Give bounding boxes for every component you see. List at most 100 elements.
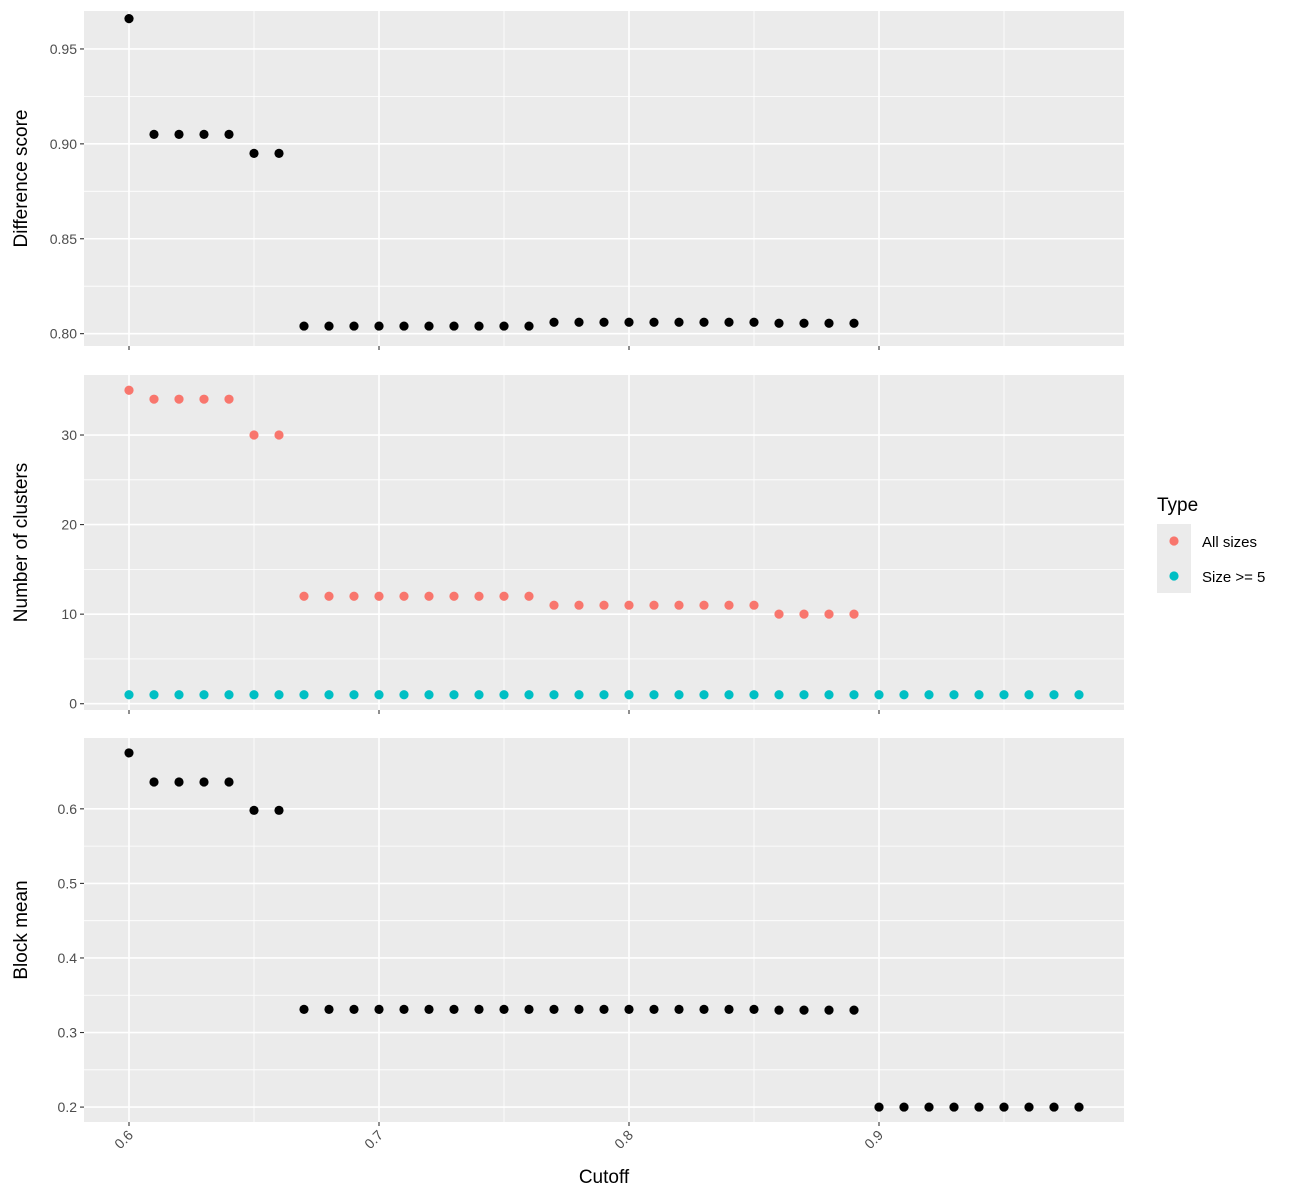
data-point — [1074, 1102, 1084, 1112]
data-point — [599, 690, 609, 700]
data-point — [849, 318, 859, 328]
data-point — [199, 129, 209, 139]
data-point — [324, 321, 334, 331]
data-point — [949, 690, 959, 700]
data-point — [424, 1004, 434, 1015]
data-point — [749, 317, 759, 327]
legend-label: All sizes — [1202, 534, 1257, 551]
data-point — [624, 1004, 634, 1015]
data-point — [599, 600, 609, 610]
data-point — [799, 318, 809, 328]
data-point — [474, 1004, 484, 1015]
data-point — [774, 609, 784, 619]
data-point — [499, 1004, 509, 1015]
data-point — [524, 690, 534, 700]
data-point — [274, 805, 284, 815]
y-tick-label: 0.6 — [58, 801, 78, 817]
chart-panels: 0.80 0.85 0.90 0.95 Difference score 0 10 20 30 N… — [11, 11, 1124, 1126]
data-point — [624, 317, 634, 327]
data-point — [824, 318, 834, 328]
panel-1: 0.80 0.85 0.90 0.95 Difference score — [11, 11, 1124, 350]
data-point — [349, 321, 359, 331]
data-point — [124, 748, 134, 758]
data-point — [1024, 690, 1034, 700]
data-point — [124, 385, 134, 395]
series-2-1 — [124, 385, 859, 619]
y-tick-label: 0.85 — [50, 231, 77, 247]
y-axis-title: Block mean — [11, 880, 32, 979]
data-point — [549, 317, 559, 327]
data-point — [299, 321, 309, 331]
data-point — [324, 690, 334, 700]
data-point — [374, 321, 384, 331]
data-point — [699, 317, 709, 327]
data-point — [274, 430, 284, 440]
data-point — [824, 1005, 834, 1015]
data-point — [1074, 690, 1084, 700]
data-point — [649, 690, 659, 700]
data-point — [1049, 1102, 1059, 1112]
data-point — [374, 591, 384, 601]
data-point — [224, 394, 234, 404]
data-point — [424, 591, 434, 601]
data-point — [624, 690, 634, 700]
data-point — [399, 690, 409, 700]
data-point — [374, 690, 384, 700]
data-point — [724, 600, 734, 610]
data-point — [174, 394, 184, 404]
data-point — [674, 1004, 684, 1015]
legend-title: Type — [1157, 495, 1198, 516]
data-point — [349, 1004, 359, 1015]
data-point — [974, 690, 984, 700]
x-tick-labels: 0.6 0.7 0.8 0.9 — [111, 1127, 886, 1152]
data-point — [249, 430, 259, 440]
data-point — [399, 321, 409, 331]
data-point — [274, 148, 284, 158]
panel-background — [84, 738, 1124, 1122]
data-point — [724, 690, 734, 700]
panel-background — [84, 11, 1124, 346]
y-tick-label: 0.95 — [50, 41, 77, 57]
y-tick-label: 0.4 — [58, 950, 78, 966]
y-tick-label: 10 — [61, 606, 77, 622]
series-2-2 — [124, 690, 1084, 700]
data-point — [799, 690, 809, 700]
data-point — [224, 129, 234, 139]
data-point — [349, 690, 359, 700]
data-point — [299, 591, 309, 601]
data-point — [849, 1005, 859, 1015]
series-3-1 — [124, 748, 1084, 1112]
y-axis-title: Difference score — [11, 110, 32, 248]
data-point — [499, 591, 509, 601]
data-point — [699, 1004, 709, 1015]
panel-3: 0.2 0.3 0.4 0.5 0.6 Block mean — [11, 738, 1124, 1126]
data-point — [574, 317, 584, 327]
data-point — [424, 321, 434, 331]
data-point — [849, 609, 859, 619]
data-point — [899, 690, 909, 700]
data-point — [199, 777, 209, 787]
x-tick-label: 0.9 — [861, 1127, 886, 1152]
data-point — [874, 1102, 884, 1112]
data-point — [774, 1005, 784, 1015]
data-point — [649, 1004, 659, 1015]
legend-key — [1169, 571, 1179, 581]
y-tick-label: 0 — [69, 696, 77, 712]
data-point — [699, 600, 709, 610]
data-point — [899, 1102, 909, 1112]
y-tick-label: 0.3 — [58, 1025, 78, 1041]
data-point — [549, 600, 559, 610]
legend: Type All sizes Size >= 5 — [1157, 495, 1265, 593]
data-point — [599, 317, 609, 327]
x-tick-label: 0.8 — [611, 1127, 636, 1152]
panel-2: 0 10 20 30 Number of clusters — [11, 375, 1124, 714]
data-point — [999, 690, 1009, 700]
data-point — [574, 690, 584, 700]
data-point — [374, 1004, 384, 1015]
data-point — [299, 690, 309, 700]
data-point — [724, 1004, 734, 1015]
data-point — [224, 690, 234, 700]
data-point — [174, 690, 184, 700]
legend-label: Size >= 5 — [1202, 569, 1265, 586]
data-point — [249, 690, 259, 700]
